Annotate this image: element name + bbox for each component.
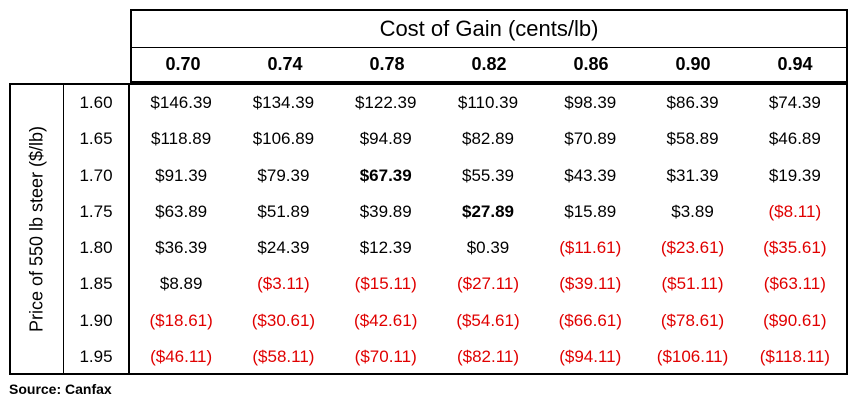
table-cell: $146.39	[150, 93, 212, 113]
value-grid: 1.60 $146.39 $134.39 $122.39 $110.39 $98.39 $8…	[64, 85, 846, 375]
table-cell: $58.89	[666, 129, 719, 149]
row-label: 1.70	[64, 157, 130, 194]
table-cell: ($18.61)	[149, 310, 213, 330]
table-cell: $118.89	[151, 129, 212, 149]
table-cell: ($35.61)	[763, 238, 827, 258]
table-cell: $46.89	[768, 129, 821, 149]
column-header: 0.74	[267, 54, 303, 74]
table-cell: ($8.11)	[768, 201, 822, 221]
column-header: 0.70	[165, 54, 201, 74]
row-label: 1.90	[64, 302, 130, 339]
row-label: 1.75	[64, 193, 130, 230]
table-cell: ($27.11)	[456, 274, 520, 294]
table-cell: ($46.11)	[150, 346, 213, 366]
table-cell: ($58.11)	[252, 346, 315, 366]
table-cell: $106.89	[252, 129, 315, 149]
row-label: 1.85	[64, 266, 130, 303]
table-row: 1.65 $118.89 $106.89 $94.89 $82.89 $70.89 $58.…	[64, 121, 846, 158]
table-row: 1.90 ($18.61) ($30.61) ($42.61) ($54.61) ($66…	[64, 302, 846, 339]
table-cell: ($118.11)	[759, 346, 830, 366]
table-cell: $15.89	[564, 201, 617, 221]
table-row: 1.80 $36.39 $24.39 $12.39 $0.39 ($11.61) ($23.…	[64, 230, 846, 267]
table-row: 1.95 ($46.11) ($58.11) ($70.11) ($82.11) ($94…	[64, 338, 846, 375]
table-cell: $110.39	[457, 93, 519, 113]
table-cell: ($106.11)	[656, 346, 729, 366]
row-group-title: Price of 550 lb steer ($/lb)	[26, 125, 47, 333]
table-cell: $70.89	[564, 129, 617, 149]
table-cell: $55.39	[461, 165, 514, 185]
table-cell: $24.39	[257, 238, 310, 258]
row-group-title-cell: Price of 550 lb steer ($/lb)	[11, 85, 64, 373]
table-body: Price of 550 lb steer ($/lb) 1.60 $146.39…	[9, 83, 848, 375]
table-cell: $39.89	[359, 201, 412, 221]
table-cell: $91.39	[155, 165, 208, 185]
table-cell: $8.89	[159, 274, 203, 294]
table-cell: $27.89	[461, 201, 514, 221]
table-cell: ($23.61)	[660, 238, 725, 258]
table-cell: $51.89	[257, 201, 310, 221]
table-cell: ($63.11)	[763, 274, 826, 294]
row-label: 1.60	[64, 85, 130, 122]
table-cell: $31.39	[666, 165, 719, 185]
column-header-row: 0.70 0.74 0.78 0.82 0.86 0.90 0.94	[130, 47, 848, 83]
table-cell: ($51.11)	[661, 274, 724, 294]
table-cell: $134.39	[252, 93, 315, 113]
table-cell: ($70.11)	[354, 346, 417, 366]
table-cell: $122.39	[354, 93, 417, 113]
table-cell: ($39.11)	[559, 274, 622, 294]
table-cell: $36.39	[155, 238, 208, 258]
table-cell: ($54.61)	[456, 310, 520, 330]
column-header: 0.90	[675, 54, 711, 74]
row-label: 1.65	[64, 121, 130, 158]
table-cell: $63.89	[155, 201, 208, 221]
table-cell: ($42.61)	[354, 310, 418, 330]
column-header: 0.78	[369, 54, 405, 74]
column-header: 0.82	[471, 54, 507, 74]
table-row: 1.70 $91.39 $79.39 $67.39 $55.39 $43.39 $31.39…	[64, 157, 846, 194]
table-cell: $79.39	[257, 165, 310, 185]
table-cell: ($78.61)	[660, 310, 725, 330]
table-cell: $43.39	[564, 165, 617, 185]
table-cell: $86.39	[666, 93, 719, 113]
table-cell: $12.39	[359, 238, 412, 258]
table-row: 1.60 $146.39 $134.39 $122.39 $110.39 $98.39 $8…	[64, 85, 846, 122]
column-group-title: Cost of Gain (cents/lb)	[130, 9, 848, 47]
table-cell: ($30.61)	[251, 310, 316, 330]
table-row: 1.75 $63.89 $51.89 $39.89 $27.89 $15.89 $3.89 (…	[64, 193, 846, 230]
column-header: 0.86	[573, 54, 609, 74]
column-header: 0.94	[777, 54, 813, 74]
table-cell: $19.39	[768, 165, 821, 185]
table-cell: $74.39	[768, 93, 821, 113]
table-row: 1.85 $8.89 ($3.11) ($15.11) ($27.11) ($39.11)…	[64, 266, 846, 303]
source-note: Source: Canfax	[9, 381, 112, 397]
row-label: 1.95	[64, 338, 130, 375]
table-cell: ($3.11)	[257, 274, 310, 294]
table-cell: ($82.11)	[456, 346, 520, 366]
table-cell: $67.39	[359, 165, 412, 185]
table-cell: $82.89	[461, 129, 514, 149]
table-cell: $0.39	[466, 238, 510, 258]
table-cell: ($90.61)	[763, 310, 827, 330]
table-cell: $3.89	[671, 201, 714, 221]
row-label: 1.80	[64, 230, 130, 267]
table-cell: ($66.61)	[558, 310, 622, 330]
table-cell: $98.39	[564, 93, 617, 113]
table-cell: ($15.11)	[354, 274, 417, 294]
table-cell: $94.89	[359, 129, 412, 149]
table-cell: ($11.61)	[559, 238, 622, 258]
table-cell: ($94.11)	[559, 346, 622, 366]
